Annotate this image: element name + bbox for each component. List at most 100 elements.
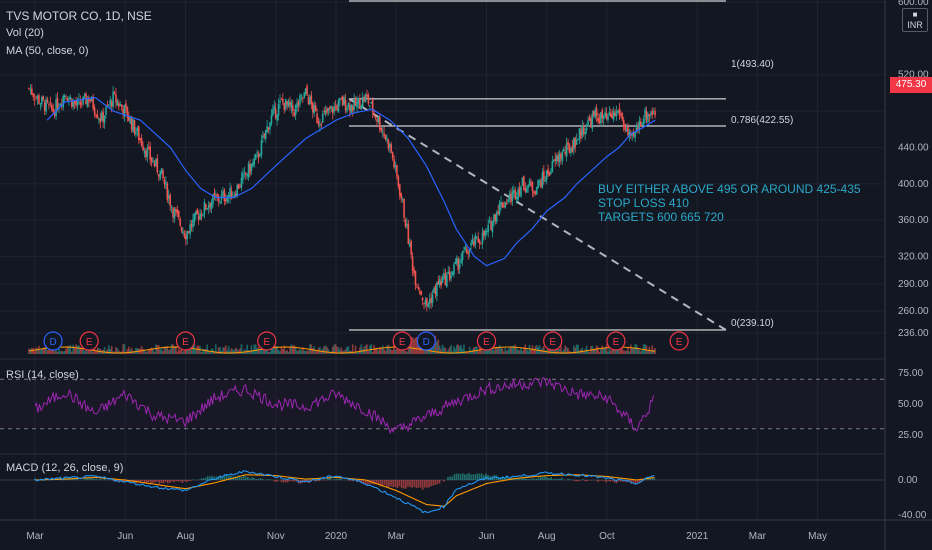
fib-retracement[interactable] — [348, 0, 727, 331]
trade-annotation[interactable]: BUY EITHER ABOVE 495 OR AROUND 425-435 S… — [598, 182, 861, 224]
macd-histogram-bar — [234, 476, 236, 480]
macd-histogram-bar — [259, 478, 262, 480]
price-tick-label: 360.00 — [898, 215, 929, 226]
candle-body — [587, 120, 589, 127]
event-marker-earnings: E — [257, 331, 277, 351]
candle-body — [530, 183, 532, 185]
candle-body — [246, 174, 248, 177]
candle-body — [363, 97, 365, 102]
volume-bar — [493, 350, 495, 354]
candle-body — [119, 104, 122, 106]
candle-body — [398, 184, 401, 197]
volume-bar — [122, 344, 124, 354]
candle-body — [582, 127, 585, 134]
candle-body — [461, 251, 464, 261]
candle-body — [386, 137, 388, 140]
macd-histogram-bar — [638, 480, 641, 483]
candle-body — [537, 180, 539, 189]
candle-body — [426, 298, 428, 306]
volume-bar — [595, 345, 598, 354]
macd-histogram-bar — [525, 478, 527, 480]
candle-body — [92, 97, 94, 109]
volume-bar — [69, 344, 72, 354]
macd-histogram-bar — [225, 474, 228, 480]
volume-bar — [630, 344, 632, 354]
volume-bar — [129, 349, 132, 354]
volume-bar — [65, 348, 67, 354]
candle-body — [585, 127, 588, 131]
volume-bar — [203, 349, 206, 354]
macd-histogram-bar — [206, 475, 209, 480]
volume-bar — [594, 348, 596, 354]
candle-body — [383, 133, 385, 136]
macd-histogram-bar — [464, 474, 466, 480]
candle-body — [463, 251, 465, 253]
macd-histogram-bar — [472, 474, 475, 480]
volume-bar — [523, 347, 525, 354]
volume-bar — [361, 349, 364, 354]
macd-histogram-bar — [137, 480, 140, 483]
macd-histogram-bar — [643, 480, 645, 481]
macd-histogram-bar — [284, 480, 287, 483]
volume-bar — [274, 345, 277, 354]
macd-histogram-bar — [152, 480, 154, 483]
macd-histogram-bar — [584, 480, 586, 481]
volume-bar — [229, 350, 231, 354]
macd-histogram-bar — [453, 474, 456, 480]
volume-bar — [339, 349, 341, 354]
macd-histogram-bar — [434, 480, 437, 485]
volume-bar — [494, 347, 497, 354]
macd-histogram-bar — [396, 480, 399, 489]
volume-bar — [232, 349, 234, 354]
volume-bar — [280, 347, 283, 354]
candle-body — [520, 186, 522, 197]
volume-bar — [344, 349, 347, 354]
candle-body — [407, 223, 410, 245]
volume-legend: Vol (20) — [6, 27, 44, 39]
candle-body — [282, 98, 284, 103]
candle-body — [35, 97, 37, 98]
candle-body — [590, 118, 592, 128]
volume-bar — [78, 345, 80, 354]
macd-histogram-bar — [600, 480, 603, 481]
candle-body — [370, 101, 373, 104]
macd-histogram-bar — [91, 477, 93, 480]
candle-body — [359, 99, 361, 110]
candle-body — [156, 158, 159, 173]
volume-bar — [234, 347, 237, 354]
event-circle — [79, 331, 99, 351]
macd-histogram-bar — [143, 480, 146, 483]
candle-body — [605, 113, 608, 119]
candle-body — [68, 97, 70, 101]
candle-body — [608, 112, 611, 116]
macd-histogram-bar — [383, 480, 386, 485]
volume-bar — [514, 344, 517, 354]
candle-body — [612, 111, 615, 120]
macd-histogram-bar — [223, 474, 226, 480]
event-circle — [175, 331, 196, 351]
currency-button[interactable]: ■ INR — [902, 8, 928, 32]
candle-body — [388, 143, 391, 148]
rsi-pane — [0, 376, 885, 435]
candle-body — [192, 219, 194, 228]
macd-histogram-bar — [582, 479, 584, 480]
macd-histogram-bar — [438, 480, 441, 484]
macd-histogram-bar — [367, 480, 369, 485]
volume-bar — [574, 347, 576, 354]
candle-body — [466, 248, 468, 254]
volume-bar — [224, 345, 227, 354]
time-axis[interactable]: Mar Jun Aug Nov 2020 Mar Jun Aug Oct 2021 Mar May — [26, 531, 827, 542]
candle-body — [443, 273, 445, 279]
volume-bar — [504, 348, 507, 354]
macd-histogram-bar — [569, 479, 571, 480]
volume-bar — [150, 347, 153, 354]
volume-bar — [614, 347, 616, 354]
candle-body — [555, 155, 558, 161]
time-tick-label: Nov — [267, 531, 285, 542]
candle-body — [456, 257, 458, 264]
candle-body — [418, 291, 421, 294]
price-axis[interactable]: 600.00 520.00 440.00 400.00 360.00 320.00 290.… — [898, 0, 929, 521]
candle-body — [356, 101, 358, 108]
pane-separators — [0, 358, 885, 455]
